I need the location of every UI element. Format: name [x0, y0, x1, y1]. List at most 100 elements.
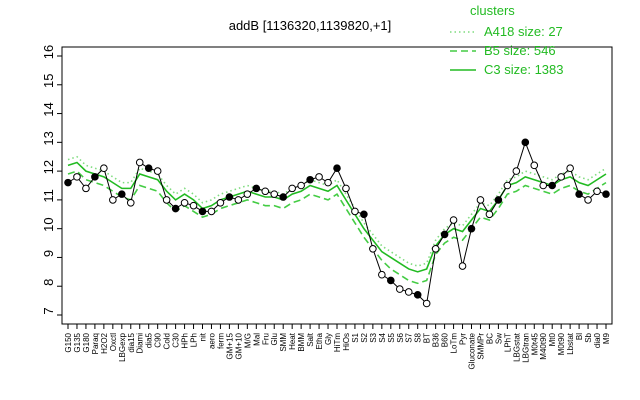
point — [126, 198, 135, 207]
x-tick-label: Salt — [306, 332, 315, 347]
point — [297, 181, 305, 190]
x-tick-label: BC — [485, 333, 494, 344]
point — [557, 173, 565, 181]
point — [503, 181, 512, 190]
x-tick-label: Gly — [324, 333, 333, 345]
x-tick-label: Lbstat — [566, 332, 575, 355]
x-tick-label: S6 — [396, 332, 405, 342]
x-tick-label: Paraq — [91, 333, 100, 354]
legend-title: clusters — [470, 3, 515, 18]
x-tick-label: Cold — [163, 333, 172, 349]
point — [422, 299, 431, 308]
x-tick-label: LoTm — [450, 333, 459, 354]
x-tick-label: Mt0 — [548, 332, 557, 346]
x-tick-label: S2 — [360, 332, 369, 342]
point — [100, 164, 108, 173]
point — [449, 216, 458, 224]
point — [135, 158, 144, 167]
x-tick-label: HiTm — [333, 333, 342, 352]
point — [73, 173, 81, 181]
x-tick-label: BMM — [297, 333, 306, 352]
x-tick-label: Glu — [270, 333, 279, 345]
x-tick-label: nit — [199, 332, 208, 341]
x-tick-label: LBGexp — [118, 332, 127, 361]
x-tick-label: H2O2 — [100, 332, 109, 353]
cluster-line — [67, 161, 607, 273]
cluster-line — [67, 170, 607, 285]
x-tick-label: Sb — [584, 332, 593, 342]
point — [324, 178, 332, 187]
point — [64, 178, 72, 187]
x-tick-label: M40t90 — [539, 332, 548, 359]
x-tick-label: dia5 — [145, 332, 154, 348]
point — [351, 207, 359, 216]
point — [539, 181, 548, 190]
point — [153, 167, 162, 175]
x-tick-label: M0t45 — [530, 332, 539, 355]
point — [118, 190, 126, 198]
x-tick-label: BT — [423, 333, 432, 343]
x-tick-label: Heat — [288, 332, 297, 350]
point — [288, 184, 296, 193]
point — [279, 193, 288, 201]
point — [530, 161, 539, 170]
point — [440, 230, 449, 239]
x-tick-label: Diami — [136, 333, 145, 354]
x-tick-label: SMMPr — [476, 333, 485, 360]
x-tick-label: G135 — [73, 332, 82, 352]
cluster-line — [67, 155, 607, 267]
x-tick-label: S5 — [387, 332, 396, 342]
point — [243, 190, 252, 198]
x-tick-label: G180 — [82, 332, 91, 352]
point — [458, 262, 467, 270]
point — [413, 291, 422, 299]
point — [306, 175, 314, 184]
point — [216, 198, 225, 207]
point — [360, 210, 368, 219]
y-tick-label: 7 — [41, 307, 56, 314]
x-tick-label: LPh — [190, 333, 199, 347]
x-tick-label: G150 — [64, 332, 73, 352]
point — [261, 187, 270, 196]
x-tick-label: S7 — [405, 332, 414, 342]
point — [252, 184, 261, 193]
x-tick-label: Pyr — [459, 333, 468, 345]
point — [91, 173, 99, 181]
point — [476, 196, 485, 204]
point — [395, 285, 404, 293]
legend-label: C3 size: 1383 — [484, 62, 564, 77]
point — [315, 173, 323, 181]
point — [404, 288, 413, 296]
point — [109, 196, 117, 204]
point — [467, 224, 476, 233]
x-tick-label: dia0 — [593, 332, 602, 348]
point — [548, 181, 557, 190]
x-tick-label: S3 — [369, 332, 378, 342]
point — [494, 196, 503, 204]
x-tick-label: B36 — [432, 332, 441, 347]
y-tick-label: 15 — [41, 74, 56, 88]
x-tick-label: SMM — [279, 333, 288, 352]
point — [431, 245, 440, 253]
x-tick-label: GM+10 — [234, 332, 243, 359]
point — [234, 196, 243, 204]
x-tick-label: S1 — [351, 332, 360, 342]
point — [198, 207, 207, 216]
x-tick-label: M9 — [602, 332, 611, 344]
x-tick-label: ferm — [216, 333, 225, 349]
point — [369, 245, 377, 253]
y-tick-label: 12 — [41, 160, 56, 174]
y-tick-label: 16 — [41, 45, 56, 59]
point — [82, 184, 90, 193]
y-tick-label: 9 — [41, 250, 56, 257]
point — [333, 164, 341, 173]
point — [171, 204, 180, 213]
point — [342, 184, 350, 193]
point — [566, 164, 574, 173]
x-tick-label: LBGtran — [521, 333, 530, 363]
x-tick-label: Gluconate — [468, 332, 477, 369]
x-tick-label: Oxctl — [109, 333, 118, 351]
point — [180, 198, 189, 207]
x-tick-label: aero — [207, 332, 216, 349]
x-tick-label: B60 — [441, 332, 450, 347]
